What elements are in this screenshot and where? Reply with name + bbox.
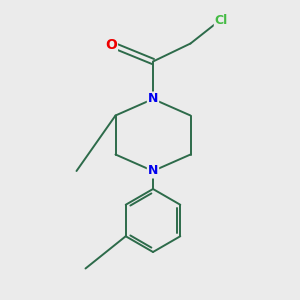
Text: O: O — [105, 38, 117, 52]
Text: Cl: Cl — [215, 14, 228, 28]
Text: N: N — [148, 164, 158, 178]
Text: N: N — [148, 92, 158, 106]
